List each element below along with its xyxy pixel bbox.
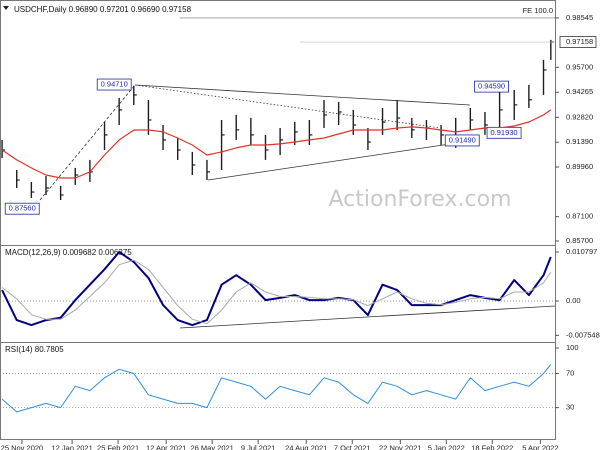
price-bar	[133, 85, 137, 106]
y-tick-label: 0.92820	[566, 112, 593, 121]
price-bar	[308, 119, 313, 145]
x-tick-label: 24 Aug 2021	[285, 443, 327, 450]
price-bar	[279, 127, 284, 156]
y-tick-label: 0.89960	[566, 162, 593, 171]
annotation-box	[486, 126, 522, 139]
last-price-box	[559, 36, 597, 48]
x-tick-label: 12 Apr 2021	[146, 443, 186, 450]
y-tick-label: 0.85700	[566, 236, 593, 245]
y-tick-label: 0.94265	[566, 87, 593, 96]
price-bar	[542, 59, 547, 95]
moving-average	[1, 109, 552, 179]
price-bar	[484, 111, 488, 135]
menu-arrow	[3, 6, 9, 10]
indicator-line	[1, 259, 552, 325]
panel-title: RSI(14) 80.7805	[5, 345, 64, 354]
price-bar	[513, 89, 518, 120]
price-bar	[294, 121, 298, 145]
price-bar	[396, 99, 401, 131]
annotation-box	[474, 80, 509, 93]
y-tick-label: 0.87100	[566, 212, 593, 221]
y-tick-label: 30	[566, 403, 574, 412]
trendline	[134, 84, 471, 106]
price-bar	[176, 138, 181, 160]
price-bar	[323, 99, 328, 128]
x-tick-label: 25 Nov 2020	[1, 443, 44, 450]
y-tick-label: 0.00	[566, 296, 581, 305]
annotation-box	[96, 78, 132, 91]
price-bar	[118, 97, 123, 125]
price-bar	[367, 127, 371, 151]
price-bar	[103, 121, 108, 151]
annotation-label: 0.91490	[449, 135, 476, 144]
x-tick-label: 9 Jul 2021	[241, 443, 276, 450]
x-tick-label: 7 Oct 2021	[334, 443, 371, 450]
price-bar	[74, 167, 79, 185]
price-bar	[206, 159, 210, 181]
price-bar	[411, 117, 415, 139]
y-tick-label: 0.91390	[566, 137, 593, 146]
annotation-label: 0.94710	[101, 80, 128, 89]
annotation-label: 0.94590	[478, 82, 505, 91]
panel-title: MACD(12,26,9) 0.009682 0.006375	[5, 248, 132, 257]
price-bar	[191, 151, 196, 176]
price-bar	[337, 101, 342, 125]
price-bar	[45, 176, 49, 195]
y-tick-label: 0.98545	[566, 13, 593, 22]
trendline	[207, 140, 471, 181]
y-tick-label: -0.007548	[566, 330, 600, 339]
x-tick-label: 5 Jan 2022	[428, 443, 465, 450]
x-tick-label: 22 Nov 2021	[379, 443, 422, 450]
x-tick-label: 12 Jan 2021	[51, 443, 92, 450]
indicator-line	[1, 251, 552, 327]
price-bar	[440, 125, 445, 145]
price-bar	[235, 114, 240, 140]
price-bar	[250, 117, 254, 145]
y-tick-label: 0.95700	[566, 62, 593, 71]
price-bar	[469, 107, 474, 131]
price-bar	[59, 185, 64, 201]
annotation-label: 0.91930	[490, 128, 517, 137]
y-tick-label: 100	[566, 343, 579, 352]
price-bar	[30, 181, 35, 198]
trendline	[134, 84, 441, 129]
y-tick-label: 70	[566, 369, 574, 378]
annotation-box	[444, 134, 480, 147]
fe-label: FE 100.0	[523, 6, 553, 15]
chart-title: USDCHF,Daily 0.96890 0.97201 0.96690 0.9…	[14, 5, 192, 14]
annotation-label: 0.87560	[9, 204, 36, 213]
price-bar	[220, 119, 225, 170]
y-tick-label: 0.010797	[566, 247, 597, 256]
plot-frame	[0, 0, 556, 440]
price-bar	[528, 84, 532, 108]
price-bar	[264, 134, 269, 160]
price-bar	[147, 99, 152, 135]
x-tick-label: 25 Feb 2021	[97, 443, 139, 450]
indicator-line	[1, 364, 552, 413]
annotation-box	[4, 202, 40, 215]
last-price-label: 0.97158	[566, 37, 593, 46]
x-tick-label: 5 Apr 2022	[522, 443, 558, 450]
watermark: ActionForex.com	[329, 187, 512, 212]
price-bar	[498, 88, 503, 131]
x-tick-label: 26 May 2021	[190, 443, 233, 450]
price-bar	[162, 125, 167, 151]
x-tick-label: 18 Feb 2022	[471, 443, 513, 450]
trendline	[179, 305, 556, 329]
price-bar	[16, 169, 20, 189]
price-bar	[352, 109, 357, 135]
